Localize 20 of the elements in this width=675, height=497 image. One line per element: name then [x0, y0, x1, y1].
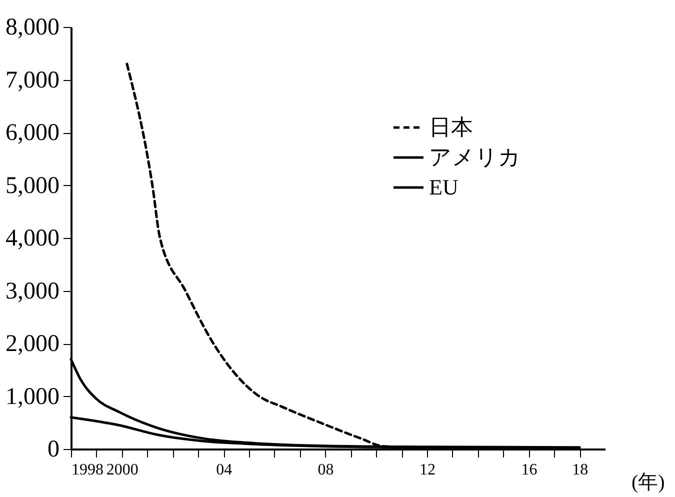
x-tick-label: 12	[420, 462, 436, 478]
x-tick-label: 18	[572, 462, 588, 478]
y-tick-label: 0	[48, 436, 60, 462]
y-tick-label: 3,000	[6, 278, 60, 304]
y-tick-label: 6,000	[6, 120, 60, 146]
legend-label: アメリカ	[429, 144, 521, 170]
x-tick-label: 2000	[106, 462, 138, 478]
y-tick-label: 8,000	[6, 14, 60, 40]
y-tick-label: 7,000	[6, 67, 60, 94]
y-tick-label: 4,000	[6, 226, 60, 252]
x-tick-label: 1998	[72, 462, 104, 478]
x-axis-title: (年)	[632, 472, 665, 494]
y-tick-label: 5,000	[6, 172, 60, 199]
legend-label: 日本	[429, 114, 473, 140]
x-tick-label: 08	[318, 462, 334, 478]
x-tick-label: 16	[521, 462, 538, 478]
y-tick-label: 1,000	[6, 384, 60, 410]
x-tick-label: 04	[216, 462, 232, 478]
y-tick-label: 2,000	[6, 331, 60, 357]
legend-label: EU	[429, 174, 458, 200]
